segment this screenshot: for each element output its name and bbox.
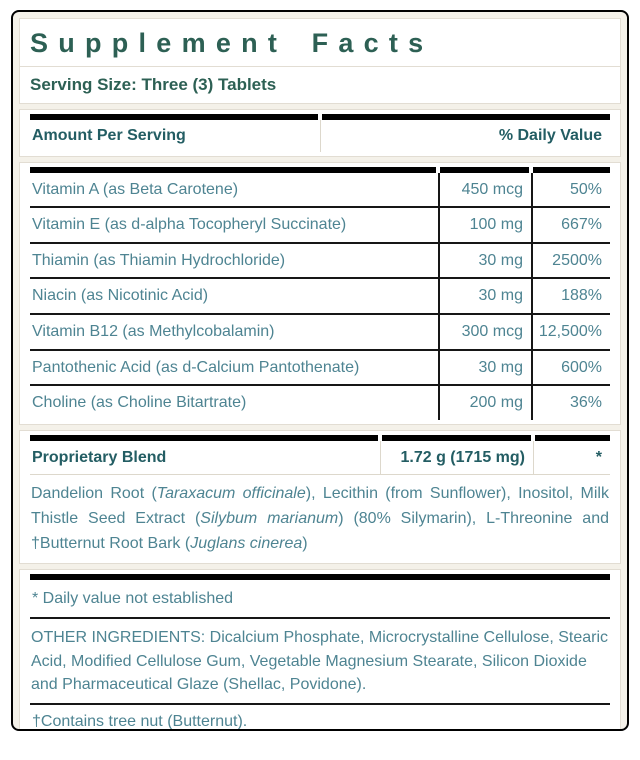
- nutrient-name: Choline (as Choline Bitartrate): [32, 394, 247, 412]
- proprietary-blend-section: Proprietary Blend 1.72 g (1715 mg) * Dan…: [19, 429, 621, 564]
- blend-amount: 1.72 g (1715 mg): [380, 440, 533, 475]
- supplement-facts-panel: Supplement Facts Serving Size: Three (3)…: [11, 10, 629, 731]
- nutrient-daily-value: 12,500%: [531, 314, 610, 349]
- title-section: Supplement Facts Serving Size: Three (3)…: [19, 18, 621, 104]
- nutrient-daily-value: 2500%: [531, 243, 610, 278]
- nutrient-amount: 30 mg: [438, 279, 531, 313]
- other-ingredients: OTHER INGREDIENTS: Dicalcium Phosphate, …: [30, 617, 610, 703]
- nutrient-name: Vitamin E (as d-alpha Tocopheryl Succina…: [32, 216, 347, 234]
- nutrient-name: Vitamin A (as Beta Carotene): [32, 180, 239, 198]
- blend-name: Proprietary Blend: [32, 448, 167, 466]
- nutrient-row: Vitamin A (as Beta Carotene) 450 mcg 50%: [30, 172, 610, 207]
- thick-rule: [30, 573, 610, 580]
- blend-description: Dandelion Root (Taraxacum officinale), L…: [30, 474, 610, 558]
- allergen-note: †Contains tree nut (Butternut).: [30, 702, 610, 729]
- nutrient-row: Choline (as Choline Bitartrate) 200 mg 3…: [30, 384, 610, 420]
- nutrient-daily-value: 600%: [531, 350, 610, 385]
- nutrient-amount: 300 mcg: [438, 314, 531, 349]
- nutrient-row: Thiamin (as Thiamin Hydrochloride) 30 mg…: [30, 241, 610, 278]
- serving-size: Serving Size: Three (3) Tablets: [30, 75, 277, 94]
- blend-header-row: Proprietary Blend 1.72 g (1715 mg) *: [30, 440, 610, 475]
- nutrient-row: Niacin (as Nicotinic Acid) 30 mg 188%: [30, 277, 610, 313]
- nutrient-amount: 450 mcg: [438, 172, 531, 207]
- nutrient-daily-value: 188%: [531, 279, 610, 313]
- latin-name: Taraxacum officinale: [156, 485, 306, 503]
- latin-name: Juglans cinerea: [190, 534, 303, 552]
- blend-daily-value: *: [533, 440, 610, 475]
- nutrient-amount: 30 mg: [438, 243, 531, 278]
- nutrient-daily-value: 50%: [531, 172, 610, 207]
- amount-per-serving-header: Amount Per Serving: [32, 127, 186, 144]
- nutrient-row: Pantothenic Acid (as d-Calcium Pantothen…: [30, 348, 610, 385]
- panel-title: Supplement Facts: [20, 19, 620, 67]
- thick-rule: [30, 166, 610, 173]
- footnotes-section: * Daily value not established OTHER INGR…: [19, 568, 621, 729]
- nutrient-amount: 100 mg: [438, 208, 531, 242]
- column-header-row: Amount Per Serving % Daily Value: [30, 120, 610, 152]
- nutrient-table-section: Vitamin A (as Beta Carotene) 450 mcg 50%…: [19, 161, 621, 425]
- nutrient-row: Vitamin E (as d-alpha Tocopheryl Succina…: [30, 206, 610, 242]
- nutrient-name: Pantothenic Acid (as d-Calcium Pantothen…: [32, 358, 360, 376]
- column-header-section: Amount Per Serving % Daily Value: [19, 109, 621, 157]
- latin-name: Silybum marianum: [200, 510, 339, 528]
- nutrient-amount: 200 mg: [438, 386, 531, 420]
- nutrient-row: Vitamin B12 (as Methylcobalamin) 300 mcg…: [30, 312, 610, 349]
- thick-rule: [30, 434, 610, 441]
- thick-rule: [30, 114, 610, 120]
- nutrient-name: Thiamin (as Thiamin Hydrochloride): [32, 251, 286, 269]
- daily-value-footnote: * Daily value not established: [32, 589, 234, 607]
- nutrient-amount: 30 mg: [438, 350, 531, 385]
- daily-value-header: % Daily Value: [320, 120, 610, 152]
- nutrient-daily-value: 667%: [531, 208, 610, 242]
- nutrient-name: Vitamin B12 (as Methylcobalamin): [32, 322, 275, 340]
- nutrient-daily-value: 36%: [531, 386, 610, 420]
- nutrient-name: Niacin (as Nicotinic Acid): [32, 287, 209, 305]
